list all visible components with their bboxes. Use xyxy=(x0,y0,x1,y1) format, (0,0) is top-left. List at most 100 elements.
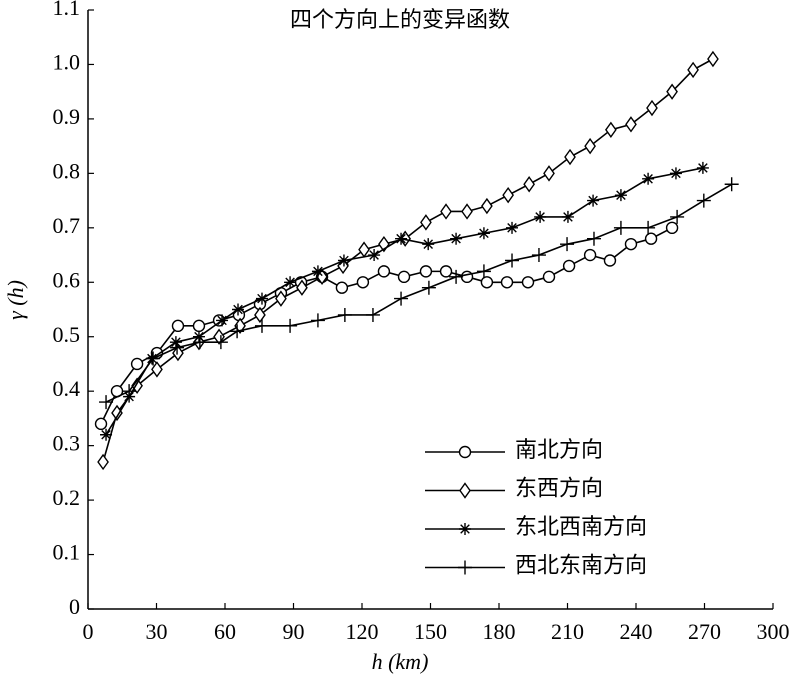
marker xyxy=(669,167,682,180)
marker xyxy=(724,177,739,192)
marker xyxy=(543,165,555,182)
y-tick-label: 0.4 xyxy=(53,376,81,401)
marker xyxy=(534,210,547,223)
y-tick-label: 1.0 xyxy=(53,50,81,75)
marker xyxy=(296,279,308,296)
marker xyxy=(523,176,536,193)
marker xyxy=(335,281,349,294)
marker xyxy=(172,344,184,362)
legend-label: 南北方向 xyxy=(515,437,603,462)
marker xyxy=(284,276,297,289)
marker xyxy=(230,324,245,339)
marker xyxy=(665,221,679,234)
marker xyxy=(564,148,576,166)
marker xyxy=(562,259,576,273)
marker xyxy=(477,227,490,240)
marker xyxy=(356,276,370,289)
marker xyxy=(531,248,546,263)
marker xyxy=(311,265,324,278)
y-tick-label: 0 xyxy=(69,594,80,619)
marker xyxy=(521,276,535,289)
marker xyxy=(275,290,287,307)
marker xyxy=(170,340,185,355)
marker xyxy=(283,318,298,333)
marker xyxy=(560,237,575,252)
marker xyxy=(255,292,268,305)
x-tick-label: 90 xyxy=(283,619,305,644)
marker xyxy=(310,313,325,328)
marker xyxy=(480,276,494,289)
x-tick-label: 270 xyxy=(688,619,721,644)
marker xyxy=(358,241,370,258)
y-tick-label: 1.1 xyxy=(53,0,81,20)
marker xyxy=(439,265,453,278)
marker xyxy=(100,428,113,441)
marker xyxy=(440,203,452,220)
marker xyxy=(641,220,656,235)
marker xyxy=(458,560,472,575)
x-tick-label: 120 xyxy=(346,619,379,644)
marker xyxy=(213,335,228,350)
marker xyxy=(614,189,627,202)
marker xyxy=(644,232,658,245)
x-tick-label: 210 xyxy=(551,619,584,644)
marker xyxy=(459,523,471,535)
marker xyxy=(500,276,514,289)
marker xyxy=(613,220,628,235)
legend-label: 西北东南方向 xyxy=(515,553,647,578)
marker xyxy=(337,254,350,267)
marker xyxy=(151,361,163,378)
y-tick-label: 0.7 xyxy=(53,213,81,238)
y-axis-label: γ (h) xyxy=(3,280,28,320)
marker xyxy=(422,238,435,251)
x-tick-label: 240 xyxy=(620,619,653,644)
marker xyxy=(666,83,678,100)
marker xyxy=(216,314,229,327)
marker xyxy=(192,335,207,350)
marker xyxy=(642,172,655,185)
marker xyxy=(171,319,185,332)
marker xyxy=(420,214,432,231)
marker xyxy=(460,270,474,283)
marker xyxy=(131,377,143,394)
x-tick-label: 60 xyxy=(214,619,236,644)
x-axis-label: h (km) xyxy=(372,649,429,674)
marker xyxy=(395,232,408,245)
marker xyxy=(397,270,411,283)
marker xyxy=(587,194,600,207)
y-tick-label: 0.2 xyxy=(53,485,81,510)
marker xyxy=(481,197,493,215)
x-tick-label: 300 xyxy=(757,619,790,644)
marker xyxy=(505,253,520,268)
marker xyxy=(687,61,699,79)
marker xyxy=(670,209,685,224)
marker xyxy=(419,265,433,278)
marker xyxy=(583,248,597,262)
x-tick-label: 30 xyxy=(146,619,168,644)
marker xyxy=(506,221,519,234)
x-tick-label: 180 xyxy=(483,619,516,644)
marker xyxy=(377,265,391,278)
y-tick-label: 0.5 xyxy=(53,322,81,347)
marker xyxy=(476,264,491,279)
marker xyxy=(232,303,245,316)
marker xyxy=(624,238,638,251)
marker xyxy=(94,417,108,430)
marker xyxy=(254,318,269,333)
marker xyxy=(450,232,463,245)
marker xyxy=(605,121,617,139)
y-tick-label: 0.9 xyxy=(53,104,81,129)
x-tick-label: 150 xyxy=(414,619,447,644)
marker xyxy=(97,453,109,471)
series-line xyxy=(105,167,704,436)
chart-title: 四个方向上的变异函数 xyxy=(290,7,510,32)
marker xyxy=(449,269,464,284)
marker xyxy=(646,99,658,117)
marker xyxy=(625,116,637,133)
marker xyxy=(603,254,617,267)
legend-label: 东北西南方向 xyxy=(515,514,647,539)
series-line xyxy=(102,58,714,463)
marker xyxy=(122,384,137,399)
marker xyxy=(542,270,556,283)
